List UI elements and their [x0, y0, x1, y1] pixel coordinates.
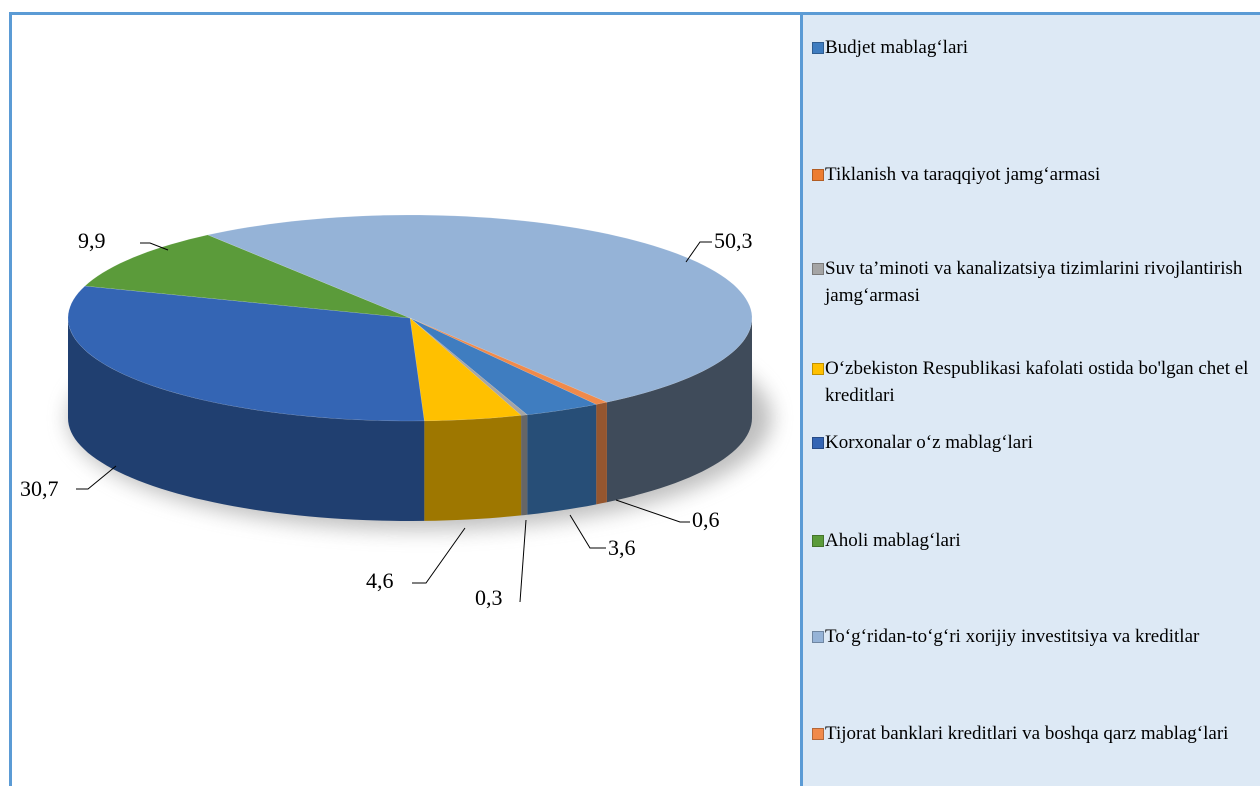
- slice: [409, 317, 608, 405]
- leader-line: [685, 241, 712, 263]
- slice: [84, 234, 411, 319]
- legend-label: Suv ta’minoti va kanalizatsiya tizimlari…: [825, 258, 1243, 306]
- legend-swatch: [812, 42, 824, 54]
- slice-side: [68, 318, 425, 521]
- legend-item: Korxonalar o‘z mablag‘lari: [812, 429, 1260, 456]
- data-label: 4,6: [366, 568, 394, 593]
- slice: [409, 317, 528, 416]
- legend-item: O‘zbekiston Respublikasi kafolati ostida…: [812, 355, 1260, 409]
- leader-line: [140, 242, 169, 251]
- legend-swatch: [812, 363, 824, 375]
- legend-swatch: [812, 437, 824, 449]
- leader-line: [412, 527, 466, 584]
- data-label: 30,7: [20, 476, 59, 501]
- data-label: 50,3: [714, 228, 753, 253]
- legend-swatch: [812, 169, 824, 181]
- legend-item: Aholi mablag‘lari: [812, 527, 1260, 554]
- legend-label: Budjet mablag‘lari: [825, 37, 968, 58]
- legend-swatch: [812, 535, 824, 547]
- leader-line: [519, 519, 527, 603]
- legend-item: To‘g‘ridan-to‘g‘ri xorijiy investitsiya …: [812, 623, 1260, 650]
- legend-label: To‘g‘ridan-to‘g‘ri xorijiy investitsiya …: [825, 626, 1200, 647]
- legend-item: Tijorat banklari kreditlari va boshqa qa…: [812, 720, 1260, 747]
- data-label: 0,3: [475, 585, 503, 610]
- legend-swatch: [812, 631, 824, 643]
- slice: [67, 285, 425, 422]
- legend-swatch: [812, 263, 824, 275]
- leader-line: [615, 499, 690, 523]
- legend-label: Aholi mablag‘lari: [825, 530, 961, 551]
- chart-frame: [9, 12, 1260, 786]
- slice: [409, 317, 522, 422]
- slice-side: [527, 404, 597, 515]
- legend-item: Suv ta’minoti va kanalizatsiya tizimlari…: [812, 255, 1260, 309]
- legend-swatch: [812, 728, 824, 740]
- data-label: 9,9: [78, 228, 106, 253]
- legend-item: Tiklanish va taraqqiyot jamg‘armasi: [812, 161, 1260, 188]
- slice-side: [606, 318, 752, 503]
- slice: [409, 317, 598, 416]
- leader-line: [569, 514, 606, 549]
- legend-label: O‘zbekiston Respublikasi kafolati ostida…: [825, 358, 1249, 406]
- slice-side: [521, 414, 528, 516]
- pie-area: 3,6 0,3 4,6 30,7 9,9 50,3 0,6: [20, 214, 772, 610]
- legend-label: Tijorat banklari kreditlari va boshqa qa…: [825, 723, 1229, 744]
- leader-line: [76, 465, 117, 490]
- data-label: 0,6: [692, 507, 720, 532]
- slice: [206, 214, 753, 403]
- legend-item: Budjet mablag‘lari: [812, 34, 1260, 61]
- legend-panel: [800, 15, 1260, 786]
- legend-label: Korxonalar o‘z mablag‘lari: [825, 432, 1033, 453]
- slice-side: [424, 415, 522, 521]
- data-label: 3,6: [608, 535, 636, 560]
- legend-label: Tiklanish va taraqqiyot jamg‘armasi: [825, 164, 1101, 185]
- slice-side: [596, 402, 607, 505]
